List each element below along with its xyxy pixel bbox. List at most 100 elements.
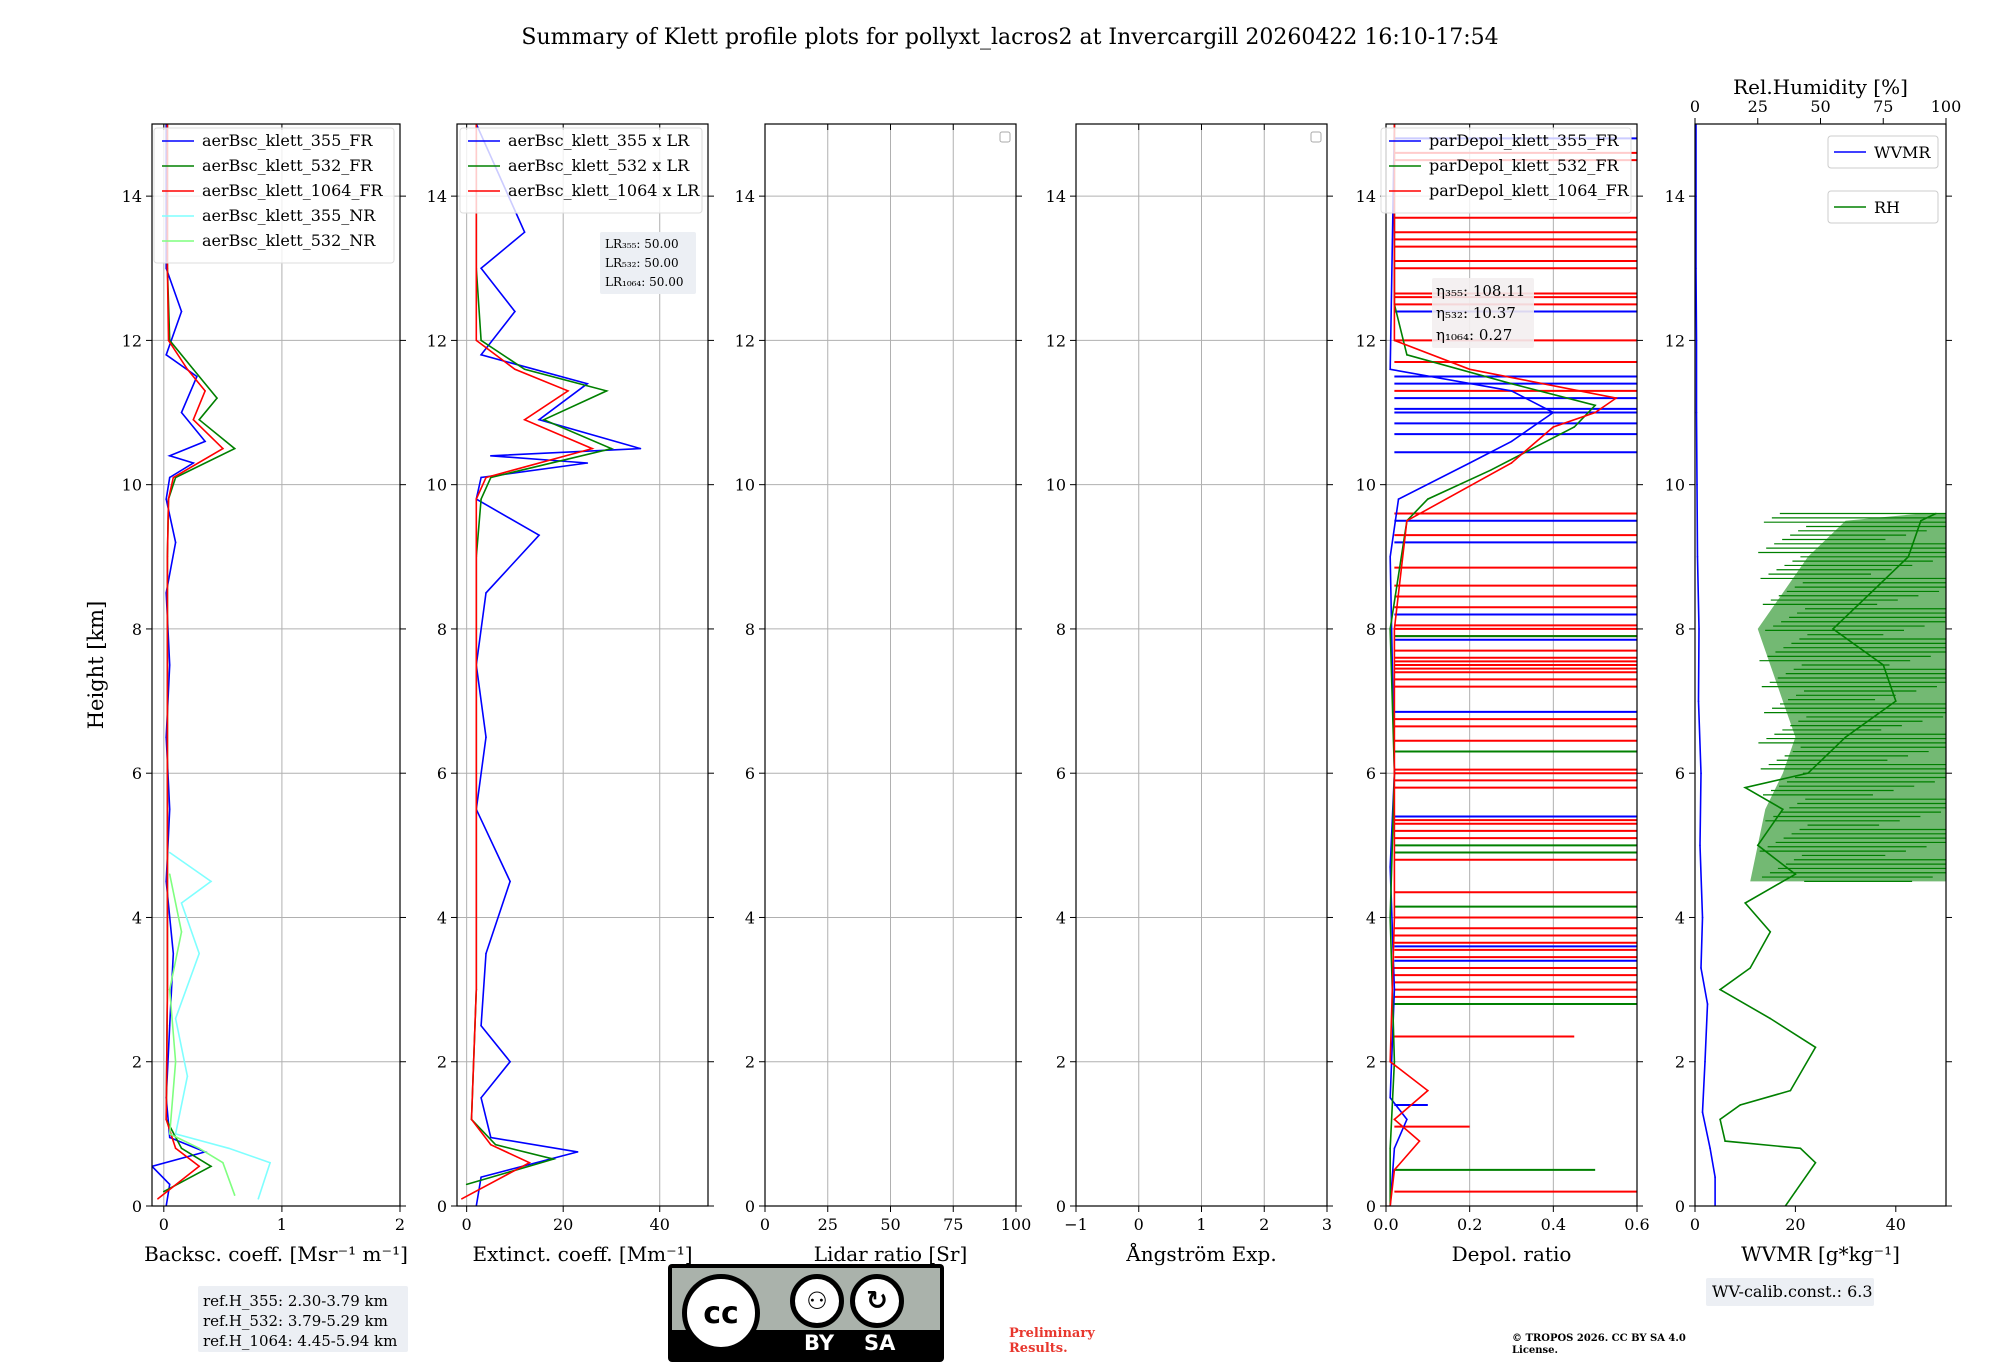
- y-tick-label: 6: [1056, 764, 1066, 783]
- data-point: [523, 231, 526, 233]
- y-tick-label: 6: [1675, 764, 1685, 783]
- x-tick-label: 0.2: [1457, 1215, 1482, 1234]
- y-tick-label: 0: [745, 1197, 755, 1216]
- legend-label: WVMR: [1874, 143, 1931, 162]
- data-point: [168, 1183, 171, 1186]
- data-point: [552, 1158, 555, 1160]
- data-point: [475, 772, 478, 774]
- data-point: [198, 1147, 201, 1150]
- data-point: [528, 1161, 531, 1164]
- data-point: [167, 498, 170, 500]
- data-point: [168, 808, 171, 811]
- x-tick-label: 50: [880, 1215, 900, 1234]
- data-point: [1719, 1118, 1721, 1121]
- legend-box: [459, 127, 703, 214]
- eta-text: η₃₅₅: 108.11: [1436, 282, 1525, 300]
- data-point: [1393, 916, 1396, 919]
- y-tick-label: 14: [735, 187, 755, 206]
- panel-extinction: 0 20 40 0 2 4 6 8 10 12 14 Extinct. coeff. [Mm⁻¹] ae…: [427, 123, 714, 1266]
- data-point: [1807, 772, 1809, 774]
- top-x-tick-label: 50: [1810, 97, 1830, 116]
- y-tick-label: 10: [1046, 476, 1066, 495]
- y-tick-label: 2: [1366, 1053, 1376, 1072]
- data-point: [475, 498, 478, 500]
- data-point: [1427, 498, 1429, 500]
- data-point: [196, 375, 198, 378]
- plot-area: [461, 124, 642, 1206]
- data-point: [233, 1194, 236, 1196]
- data-point: [174, 1017, 177, 1020]
- data-point: [1782, 808, 1784, 811]
- data-point: [1510, 462, 1513, 464]
- annotation-box: [198, 1286, 408, 1352]
- data-point: [639, 447, 642, 450]
- wv-calib-text: WV-calib.const.: 6.3: [1712, 1282, 1873, 1301]
- data-point: [480, 339, 482, 342]
- data-point: [163, 1190, 165, 1193]
- y-tick-label: 10: [122, 476, 142, 495]
- y-tick-label: 12: [122, 331, 142, 350]
- x-tick-label: 0.4: [1541, 1215, 1566, 1234]
- cc-license-badge: cc ⚇ ↻ BY SA: [668, 1264, 944, 1362]
- y-tick-label: 4: [132, 908, 142, 927]
- x-tick-label: 0.6: [1624, 1215, 1649, 1234]
- panel-water_vapor: 0 20 40 0 2 4 6 8 10 12 14 WVMR [g*kg⁻¹] 0 25 50 75 100 R…: [1665, 75, 1962, 1306]
- data-point: [1389, 628, 1391, 630]
- data-point: [1393, 1118, 1396, 1121]
- data-point: [1573, 426, 1576, 428]
- share-alike-icon: ↻: [850, 1274, 904, 1328]
- data-point: [485, 476, 487, 479]
- cc-badge-bottom: BY SA: [672, 1330, 940, 1358]
- data-point: [1389, 1147, 1391, 1150]
- data-point: [461, 1197, 463, 1200]
- data-point: [494, 1143, 497, 1146]
- data-point: [1393, 1169, 1396, 1171]
- data-point: [475, 988, 478, 991]
- data-point: [180, 931, 183, 933]
- data-point: [1700, 967, 1702, 969]
- data-point: [591, 447, 593, 450]
- data-point: [166, 772, 169, 774]
- data-point: [1700, 772, 1702, 774]
- data-point: [167, 339, 170, 342]
- y-tick-label: 6: [132, 764, 142, 783]
- x-tick-label: 0: [1690, 1215, 1700, 1234]
- data-point: [576, 1151, 579, 1153]
- legend-box: [1827, 135, 1939, 169]
- preliminary-results-note: Preliminary Results.: [1009, 1326, 1095, 1356]
- y-tick-label: 6: [745, 764, 755, 783]
- legend-label: aerBsc_klett_355 x LR: [508, 131, 690, 150]
- data-point: [210, 1165, 212, 1168]
- data-point: [172, 476, 175, 479]
- y-tick-label: 2: [1056, 1053, 1066, 1072]
- data-point: [165, 592, 167, 594]
- annotation-box: [1706, 1278, 1874, 1306]
- top-x-tick-label: 100: [1931, 97, 1962, 116]
- y-tick-label: 4: [1675, 908, 1685, 927]
- data-point: [1907, 556, 1910, 558]
- axes-frame: [456, 123, 709, 1207]
- data-point: [1769, 1017, 1772, 1020]
- cc-by-label: BY: [804, 1331, 835, 1355]
- x-tick-label: 1: [277, 1215, 287, 1234]
- legend-label: aerBsc_klett_532_FR: [202, 156, 373, 175]
- legend-label: parDepol_klett_355_FR: [1429, 131, 1620, 150]
- data-point: [168, 873, 171, 875]
- panel-depol: 0.0 0.2 0.4 0.6 0 2 4 6 8 10 12 14 Depol. ratio parDe…: [1356, 123, 1650, 1266]
- data-point: [198, 952, 201, 955]
- y-tick-label: 2: [1675, 1053, 1685, 1072]
- data-point: [1719, 988, 1721, 991]
- y-tick-label: 0: [1056, 1197, 1066, 1216]
- legend-label: parDepol_klett_532_FR: [1429, 156, 1620, 175]
- data-point: [1552, 426, 1555, 428]
- eta-text: η₅₃₂: 10.37: [1436, 304, 1516, 322]
- x-tick-label: 3: [1322, 1215, 1332, 1234]
- series-line-WVMR: [1695, 124, 1716, 1206]
- x-tick-label: 75: [943, 1215, 963, 1234]
- ref-height-text: ref.H_355: 2.30-3.79 km: [203, 1292, 388, 1310]
- legend-label: aerBsc_klett_355_FR: [202, 131, 373, 150]
- data-point: [480, 267, 482, 270]
- data-point: [1696, 556, 1699, 558]
- data-point: [610, 447, 613, 450]
- y-tick-label: 4: [437, 908, 447, 927]
